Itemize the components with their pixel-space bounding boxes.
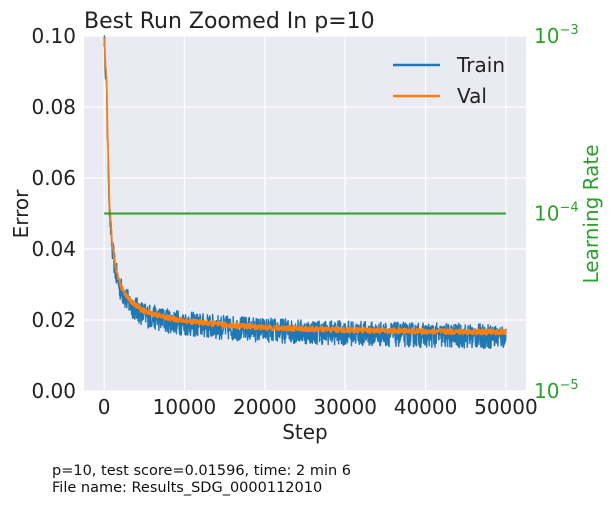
x-tick-label: 50000 xyxy=(474,395,538,419)
legend: Train Val xyxy=(393,53,505,108)
y-tick-label: 0.04 xyxy=(31,237,76,261)
x-tick-labels: 0 10000 20000 30000 40000 50000 xyxy=(98,395,538,419)
y-tick-label: 0.10 xyxy=(31,24,76,48)
x-axis-label: Step xyxy=(282,420,328,444)
y2-axis-label: Learning Rate xyxy=(579,144,603,283)
x-tick-label: 0 xyxy=(98,395,111,419)
y-tick-label: 0.08 xyxy=(31,95,76,119)
x-tick-label: 10000 xyxy=(153,395,217,419)
x-tick-label: 40000 xyxy=(394,395,458,419)
x-tick-label: 30000 xyxy=(313,395,377,419)
legend-train-label: Train xyxy=(456,53,505,77)
y-tick-labels: 0.00 0.02 0.04 0.06 0.08 0.10 xyxy=(31,24,76,403)
x-tick-label: 20000 xyxy=(233,395,297,419)
y2-tick-label: 10−3 xyxy=(534,23,579,48)
y-tick-label: 0.06 xyxy=(31,166,76,190)
footer: p=10, test score=0.01596, time: 2 min 6 … xyxy=(52,463,351,497)
series-lines xyxy=(103,35,507,350)
y2-tick-labels: 10−5 10−4 10−3 xyxy=(534,23,579,403)
y-axis-label: Error xyxy=(9,189,33,239)
y-tick-label: 0.02 xyxy=(31,308,76,332)
chart: 0 10000 20000 30000 40000 50000 0.000.020.040… xyxy=(9,9,603,444)
y-tick-label: 0.00 xyxy=(31,379,76,403)
chart-title: Best Run Zoomed In p=10 xyxy=(84,9,375,34)
y2-tick-label: 10−5 xyxy=(534,378,579,403)
legend-val-label: Val xyxy=(457,84,487,108)
footer-filename: File name: Results_SDG_0000112010 xyxy=(52,480,323,496)
y2-tick-label: 10−4 xyxy=(534,201,579,226)
series-val-line xyxy=(103,37,507,336)
footer-summary: p=10, test score=0.01596, time: 2 min 6 xyxy=(52,463,352,479)
